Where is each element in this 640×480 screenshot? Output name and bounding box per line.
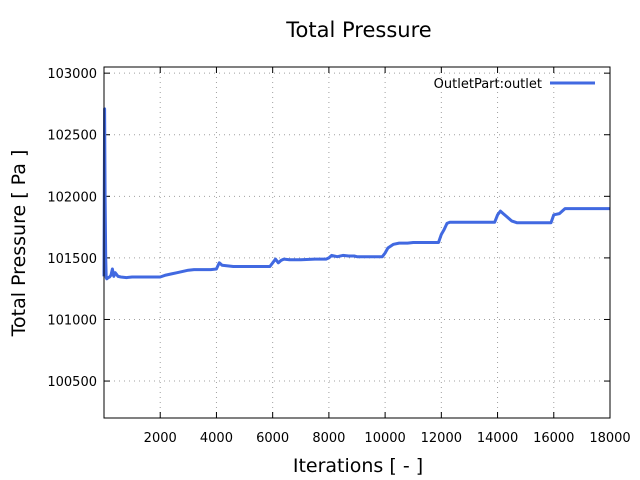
- series-layer: [102, 107, 610, 281]
- x-axis-label: Iterations [ - ]: [293, 455, 423, 477]
- x-tick-label: 8000: [312, 431, 345, 446]
- legend: OutletPart:outlet: [434, 77, 595, 92]
- x-tick-label: 2000: [144, 431, 177, 446]
- grid-layer: [104, 67, 610, 418]
- x-tick-label: 6000: [256, 431, 289, 446]
- x-tick-label: 18000: [589, 431, 630, 446]
- y-axis-label: Total Pressure [ Pa ]: [8, 150, 30, 338]
- plot-frame: [103, 66, 611, 419]
- x-tick-label: 16000: [533, 431, 574, 446]
- x-tick-label: 14000: [477, 431, 518, 446]
- chart-title: Total Pressure: [285, 18, 431, 42]
- tick-layer: 2000 4000 6000 8000 10000 12000 14000 16000 1800…: [47, 67, 631, 446]
- y-tick-label: 103000: [47, 67, 97, 82]
- y-tick-label: 101500: [47, 252, 97, 267]
- y-tick-label: 100500: [47, 375, 97, 390]
- x-tick-label: 10000: [364, 431, 405, 446]
- series-line-0: [102, 107, 610, 281]
- x-tick-label: 4000: [200, 431, 233, 446]
- y-tick-label: 102000: [47, 190, 97, 205]
- legend-label: OutletPart:outlet: [434, 77, 542, 92]
- y-tick-label: 102500: [47, 129, 97, 144]
- y-tick-label: 101000: [47, 313, 97, 328]
- x-tick-label: 12000: [421, 431, 462, 446]
